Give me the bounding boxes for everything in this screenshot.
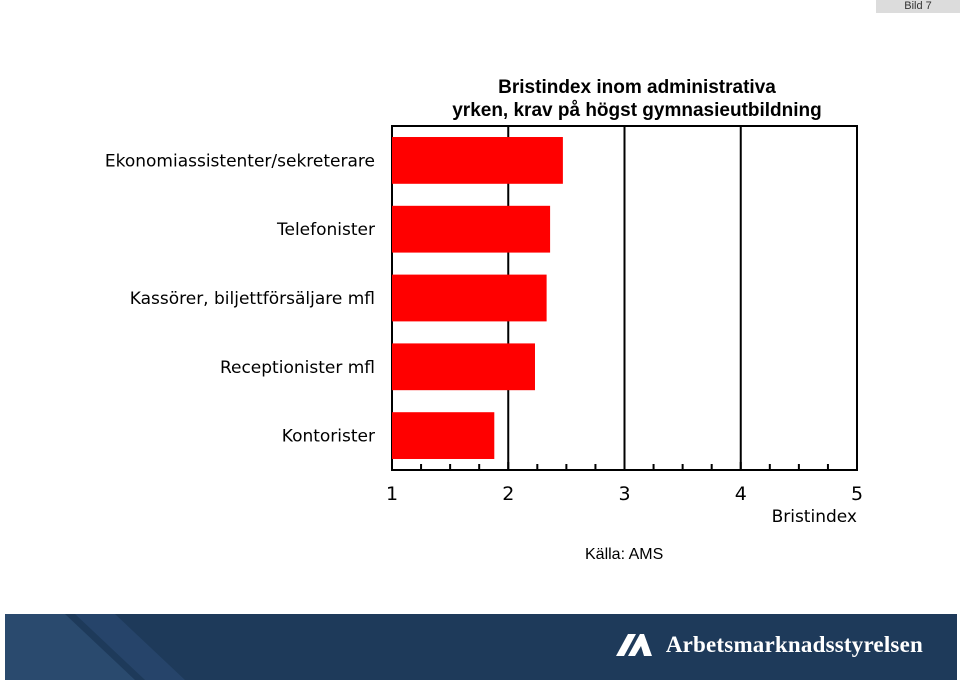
x-tick-label-1: 1 bbox=[386, 483, 398, 505]
x-tick-label-5: 5 bbox=[851, 483, 863, 505]
chart-title: Bristindex inom administrativa yrken, kr… bbox=[392, 76, 882, 122]
brand-name: Arbetsmarknadsstyrelsen bbox=[665, 632, 923, 657]
category-label-1: Telefonister bbox=[276, 220, 375, 240]
bar-3 bbox=[392, 343, 535, 391]
category-label-4: Kontorister bbox=[282, 427, 375, 447]
category-label-0: Ekonomiassistenter/sekreterare bbox=[105, 151, 375, 171]
x-tick-label-4: 4 bbox=[735, 483, 747, 505]
slide-number-label: Bild 7 bbox=[876, 0, 960, 13]
footer-banner: Arbetsmarknadsstyrelsen bbox=[5, 614, 957, 680]
brand-logo: Arbetsmarknadsstyrelsen bbox=[614, 632, 923, 658]
bar-0 bbox=[392, 137, 563, 184]
category-label-3: Receptionister mfl bbox=[220, 358, 375, 378]
category-label-2: Kassörer, biljettförsäljare mfl bbox=[130, 289, 375, 309]
bar-chart: Ekonomiassistenter/sekreterare Telefonist… bbox=[105, 125, 863, 527]
bar-1 bbox=[392, 205, 551, 253]
chart-title-line-1: Bristindex inom administrativa bbox=[498, 77, 776, 98]
chart-title-line-2: yrken, krav på högst gymnasieutbildning bbox=[452, 100, 822, 121]
x-axis-label: Bristindex bbox=[772, 507, 857, 527]
x-tick-label-2: 2 bbox=[502, 483, 514, 505]
x-tick-label-3: 3 bbox=[618, 483, 630, 505]
source-note: Källa: AMS bbox=[585, 546, 664, 563]
bar-4 bbox=[392, 412, 495, 459]
arbetsmarknad-logo-icon bbox=[615, 634, 652, 656]
footer-stripe-decoration bbox=[5, 614, 185, 680]
bar-2 bbox=[392, 274, 547, 322]
